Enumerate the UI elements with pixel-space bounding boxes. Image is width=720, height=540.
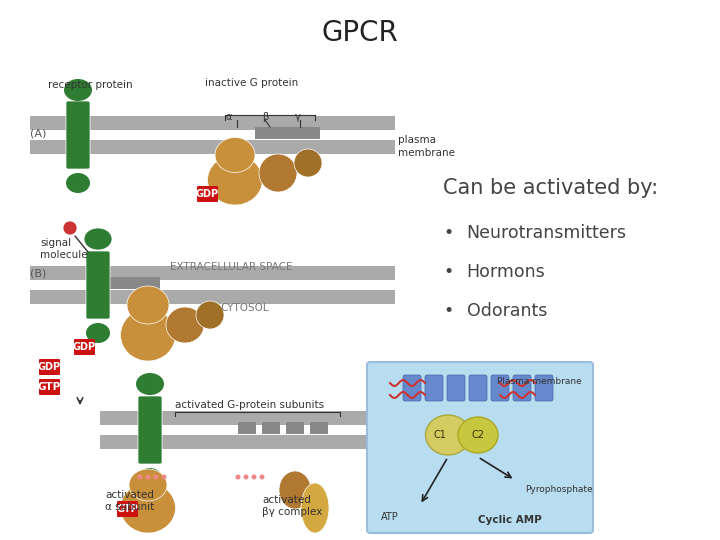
Text: plasma: plasma bbox=[398, 135, 436, 145]
Ellipse shape bbox=[279, 471, 311, 509]
Text: GTP: GTP bbox=[38, 382, 61, 392]
Text: signal: signal bbox=[40, 238, 71, 248]
FancyBboxPatch shape bbox=[513, 375, 531, 401]
Bar bbox=[30, 140, 395, 154]
FancyBboxPatch shape bbox=[425, 375, 443, 401]
FancyBboxPatch shape bbox=[74, 339, 95, 355]
Ellipse shape bbox=[64, 79, 92, 101]
Ellipse shape bbox=[153, 475, 158, 480]
Text: GDP: GDP bbox=[196, 189, 219, 199]
Ellipse shape bbox=[294, 149, 322, 177]
Bar bbox=[30, 116, 395, 130]
Text: α subunit: α subunit bbox=[105, 502, 154, 512]
FancyBboxPatch shape bbox=[367, 362, 593, 533]
Bar bbox=[238, 422, 256, 434]
Bar bbox=[255, 127, 320, 139]
Ellipse shape bbox=[145, 475, 150, 480]
Text: GPCR: GPCR bbox=[322, 19, 398, 47]
Text: Pyrophosphate: Pyrophosphate bbox=[525, 485, 593, 495]
Text: C1: C1 bbox=[433, 430, 446, 440]
FancyBboxPatch shape bbox=[117, 501, 138, 517]
Bar bbox=[30, 290, 395, 304]
Bar bbox=[30, 266, 395, 280]
Ellipse shape bbox=[84, 228, 112, 250]
Ellipse shape bbox=[129, 469, 167, 501]
Text: Cyclic AMP: Cyclic AMP bbox=[478, 515, 542, 525]
Ellipse shape bbox=[63, 221, 77, 235]
Bar bbox=[286, 422, 304, 434]
FancyBboxPatch shape bbox=[39, 359, 60, 375]
Text: GTP: GTP bbox=[117, 504, 138, 514]
FancyBboxPatch shape bbox=[138, 396, 162, 464]
Text: γ: γ bbox=[295, 112, 301, 122]
Ellipse shape bbox=[136, 373, 164, 395]
FancyBboxPatch shape bbox=[535, 375, 553, 401]
FancyBboxPatch shape bbox=[86, 251, 110, 319]
Bar bbox=[310, 422, 328, 434]
Bar bbox=[262, 422, 280, 434]
Text: EXTRACELLULAR SPACE: EXTRACELLULAR SPACE bbox=[170, 262, 292, 272]
Ellipse shape bbox=[196, 301, 224, 329]
Ellipse shape bbox=[127, 286, 169, 324]
Text: Neurotransmitters: Neurotransmitters bbox=[467, 224, 626, 242]
Text: receptor protein: receptor protein bbox=[48, 80, 132, 90]
Text: activated: activated bbox=[262, 495, 311, 505]
Text: GDP: GDP bbox=[38, 362, 61, 372]
Text: βγ complex: βγ complex bbox=[262, 507, 323, 517]
Bar bbox=[100, 435, 395, 449]
Text: Odorants: Odorants bbox=[467, 302, 547, 320]
FancyBboxPatch shape bbox=[66, 101, 90, 169]
Text: Hormons: Hormons bbox=[467, 263, 545, 281]
Ellipse shape bbox=[259, 475, 264, 480]
FancyBboxPatch shape bbox=[39, 379, 60, 395]
Ellipse shape bbox=[207, 155, 263, 205]
Text: Plasma membrane: Plasma membrane bbox=[498, 376, 582, 386]
Text: •: • bbox=[444, 224, 454, 242]
Ellipse shape bbox=[243, 475, 248, 480]
FancyBboxPatch shape bbox=[403, 375, 421, 401]
Bar bbox=[378, 387, 582, 397]
Ellipse shape bbox=[301, 483, 329, 533]
Text: molecule: molecule bbox=[40, 250, 88, 260]
Text: C2: C2 bbox=[472, 430, 485, 440]
FancyBboxPatch shape bbox=[469, 375, 487, 401]
Text: CYTOSOL: CYTOSOL bbox=[220, 303, 269, 313]
FancyBboxPatch shape bbox=[197, 186, 218, 202]
Text: α: α bbox=[225, 112, 231, 122]
Ellipse shape bbox=[458, 417, 498, 453]
Text: (A): (A) bbox=[30, 128, 46, 138]
Text: ATP: ATP bbox=[381, 512, 399, 522]
Text: (B): (B) bbox=[30, 268, 46, 278]
FancyBboxPatch shape bbox=[491, 375, 509, 401]
Ellipse shape bbox=[66, 173, 90, 193]
Bar bbox=[100, 411, 395, 425]
Ellipse shape bbox=[138, 468, 162, 488]
Text: β: β bbox=[262, 112, 269, 122]
Text: activated G-protein subunits: activated G-protein subunits bbox=[175, 400, 324, 410]
Bar bbox=[110, 277, 160, 289]
Ellipse shape bbox=[120, 483, 176, 533]
Text: Can be activated by:: Can be activated by: bbox=[443, 178, 658, 198]
Text: •: • bbox=[444, 263, 454, 281]
Ellipse shape bbox=[161, 475, 166, 480]
Ellipse shape bbox=[215, 138, 255, 172]
Text: membrane: membrane bbox=[398, 148, 455, 158]
Ellipse shape bbox=[259, 154, 297, 192]
Text: GDP: GDP bbox=[73, 342, 96, 352]
Ellipse shape bbox=[235, 475, 240, 480]
Ellipse shape bbox=[426, 415, 470, 455]
Ellipse shape bbox=[120, 309, 176, 361]
Ellipse shape bbox=[166, 307, 204, 343]
Text: •: • bbox=[444, 302, 454, 320]
FancyBboxPatch shape bbox=[447, 375, 465, 401]
Text: activated: activated bbox=[105, 490, 154, 500]
Ellipse shape bbox=[251, 475, 256, 480]
Ellipse shape bbox=[138, 475, 143, 480]
Ellipse shape bbox=[86, 323, 110, 343]
Text: inactive G protein: inactive G protein bbox=[205, 78, 298, 88]
